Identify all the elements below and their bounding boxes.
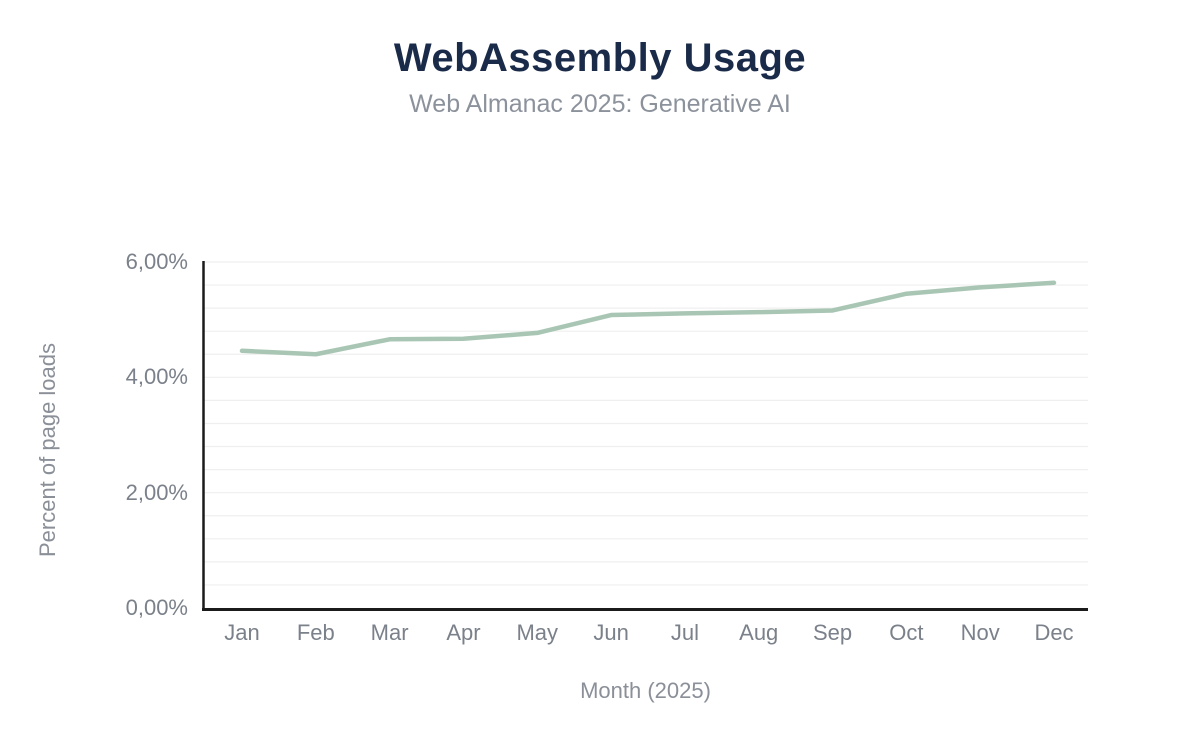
series-line-webassembly-usage	[239, 280, 1057, 357]
y-tick-label: 0,00%	[125, 595, 188, 620]
x-tick-label: Sep	[812, 620, 853, 645]
chart-subtitle: Web Almanac 2025: Generative AI	[409, 90, 791, 118]
x-tick-label: Aug	[739, 620, 779, 645]
x-tick-label: Jun	[593, 620, 629, 645]
x-tick-label: Oct	[889, 620, 924, 645]
x-tick-label: Dec	[1034, 620, 1074, 645]
x-tick-label: May	[516, 620, 559, 645]
x-tick-label: Apr	[446, 620, 481, 645]
x-tick-label: Jan	[224, 620, 260, 645]
y-tick-label: 6,00%	[125, 249, 188, 274]
chart-title: WebAssembly Usage	[393, 36, 807, 80]
x-tick-label: Mar	[370, 620, 409, 645]
y-axis-title: Percent of page loads	[35, 342, 60, 558]
x-tick-label: Feb	[296, 620, 335, 645]
x-tick-label: Jul	[670, 620, 699, 645]
y-tick-label: 2,00%	[125, 479, 188, 505]
x-axis-title: Month (2025)	[580, 678, 711, 703]
x-tick-label: Nov	[960, 620, 1000, 645]
y-tick-label: 4,00%	[125, 364, 188, 390]
